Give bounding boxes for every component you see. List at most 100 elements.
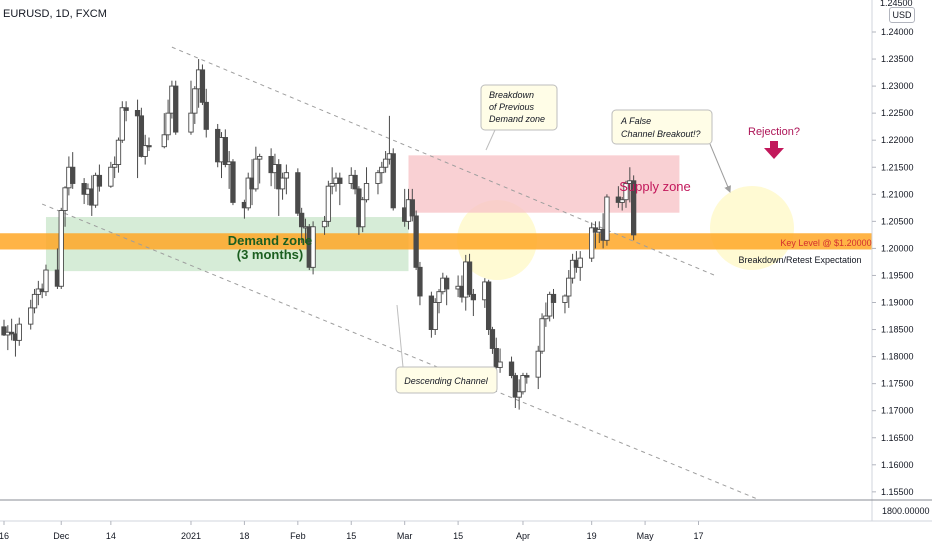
breakdown-callout: Breakdown of Previous Demand zone	[480, 84, 558, 151]
time-tick-label: 15	[453, 531, 463, 541]
time-tick-label: 14	[106, 531, 116, 541]
bullish-candle	[539, 313, 545, 354]
time-tick-label: 16	[0, 531, 9, 541]
bearish-candle	[230, 159, 236, 206]
bearish-candle	[489, 326, 496, 354]
price-tick-label: 1.23000	[881, 81, 914, 91]
candle-body	[92, 174, 99, 206]
bearish-candle	[123, 101, 129, 122]
candle-body	[161, 134, 167, 148]
candle-body	[360, 199, 366, 228]
bullish-candle	[112, 156, 118, 179]
bullish-candle	[497, 348, 503, 373]
candle-body	[379, 166, 385, 174]
demand-zone-label: Demand zone	[228, 233, 313, 248]
bearish-candle	[173, 80, 179, 135]
bullish-candle	[623, 180, 629, 208]
bullish-candle	[43, 264, 49, 297]
currency-button[interactable]: USD	[889, 7, 915, 23]
bearish-candle	[413, 210, 419, 271]
candle-body	[16, 323, 22, 341]
bearish-candle	[512, 372, 518, 408]
price-tick-label: 1.24000	[881, 27, 914, 37]
candle-body	[436, 291, 442, 303]
candle-body	[432, 302, 438, 330]
bullish-candle	[161, 113, 167, 149]
bullish-candle	[92, 172, 99, 208]
bullish-candle	[310, 221, 316, 275]
candle-body	[409, 199, 415, 217]
candle-body	[245, 177, 251, 209]
price-tick-label: 1.20000	[881, 243, 914, 253]
price-tick-label: 1.19000	[881, 298, 914, 308]
bullish-candle	[58, 207, 64, 289]
bearish-candle	[485, 279, 492, 335]
bearish-candle	[524, 372, 530, 384]
candle-body	[512, 375, 518, 398]
bullish-candle	[589, 222, 595, 262]
bullish-candle	[432, 298, 438, 335]
descending-channel-callout: Descending Channel	[395, 304, 498, 394]
time-axis: 16 Dec 14 2021 18 Feb 15 Mar 15 Apr 19 May 17	[0, 521, 704, 541]
time-tick-label: 15	[346, 531, 356, 541]
candle-body	[108, 166, 114, 187]
bullish-candle	[115, 137, 122, 173]
time-tick-label: 17	[694, 531, 704, 541]
candle-body	[43, 269, 49, 293]
time-tick-label: May	[637, 531, 655, 541]
volume-axis-label: 1800.00000	[882, 506, 930, 516]
candle-body	[363, 183, 370, 201]
bullish-candle	[188, 80, 194, 135]
candle-body	[566, 277, 572, 297]
candle-body	[516, 391, 522, 398]
candle-body	[535, 350, 541, 378]
bullish-candle	[363, 167, 370, 203]
bearish-candle	[337, 172, 343, 206]
key-level-band	[0, 233, 872, 250]
candle-body	[497, 361, 503, 368]
candle-body	[188, 112, 194, 133]
candle-body	[508, 361, 515, 376]
candle-body	[604, 196, 610, 241]
bullish-candle	[108, 161, 114, 188]
candle-body	[417, 266, 423, 297]
candle-body	[630, 180, 637, 236]
bearish-candle	[134, 99, 141, 179]
candle-body	[115, 139, 122, 165]
symbol-title: EURUSD, 1D, FXCM	[3, 8, 107, 20]
price-tick-label: 1.16500	[881, 433, 914, 443]
bullish-candle	[516, 379, 522, 410]
bullish-candle	[142, 134, 148, 165]
bullish-candle	[245, 172, 251, 211]
bearish-candle	[417, 261, 423, 306]
rejection-arrow-icon	[764, 141, 784, 159]
candle-body	[8, 331, 15, 335]
bullish-candle	[192, 86, 198, 124]
candle-body	[577, 257, 583, 268]
bearish-candle	[470, 288, 477, 317]
bearish-candle	[146, 137, 152, 152]
time-tick-label: 19	[587, 531, 597, 541]
candle-body	[382, 158, 389, 168]
candle-body	[352, 174, 358, 190]
svg-text:Breakdown of Previous: Breakdown of Previous Demand zone	[489, 90, 545, 124]
rejection-label: Rejection?	[748, 126, 800, 138]
bearish-candle	[295, 168, 301, 216]
bullish-candle	[31, 288, 38, 314]
bullish-candle	[604, 194, 610, 246]
bearish-candle	[630, 175, 637, 241]
bullish-candle	[436, 288, 442, 314]
bullish-candle	[379, 161, 385, 184]
false-breakout-callout: A False Channel Breakout!?	[611, 109, 731, 193]
candle-body	[562, 295, 568, 303]
candle-body	[1, 326, 7, 336]
candle-body	[543, 315, 549, 320]
candle-body	[58, 210, 64, 287]
price-tick-label: 1.22500	[881, 108, 914, 118]
candle-body	[337, 177, 343, 184]
candle-body	[321, 220, 328, 228]
bullish-candle	[28, 299, 34, 330]
bullish-candle	[283, 164, 290, 195]
retest-label: Breakdown/Retest Expectation	[738, 255, 861, 265]
